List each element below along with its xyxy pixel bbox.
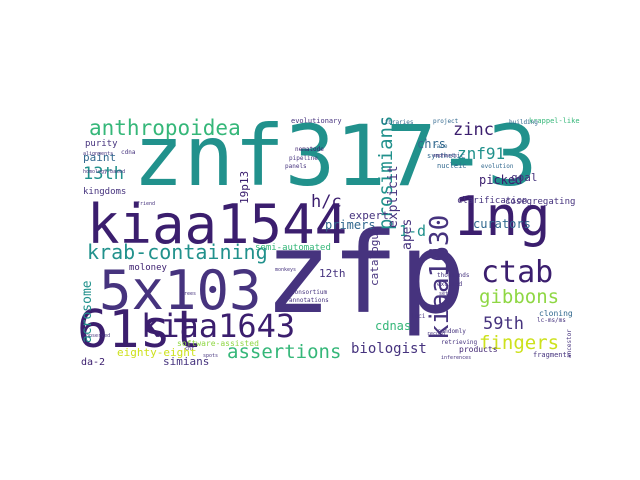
word: apes	[400, 218, 415, 250]
word: fragments	[533, 351, 571, 359]
word: moloney	[129, 263, 167, 273]
word: clarification	[457, 196, 528, 206]
word: evolutionary	[291, 117, 342, 125]
word: 1ng	[453, 185, 551, 248]
word: alignments	[83, 151, 114, 157]
word: chr	[185, 346, 195, 352]
word: excised	[437, 281, 463, 288]
word: emphasis	[433, 153, 458, 159]
word: expert	[349, 209, 389, 222]
word: spots	[203, 353, 219, 359]
word: biologist	[351, 341, 427, 357]
word: goal	[511, 171, 538, 184]
word: 12th	[319, 267, 346, 280]
word: record	[427, 331, 446, 337]
word: nucleic	[437, 162, 467, 170]
word: 13th	[83, 164, 124, 184]
word: znf91	[457, 144, 506, 163]
word: picked	[479, 173, 523, 187]
word: zinc	[453, 120, 494, 140]
word: purity	[85, 139, 118, 149]
word: chrs	[417, 137, 446, 151]
word: trees	[181, 291, 197, 297]
word: libraries	[381, 119, 414, 126]
word: evolution	[481, 163, 514, 170]
word: catalogue	[368, 226, 381, 286]
word: da-2	[81, 357, 106, 368]
word: software-assisted	[177, 339, 259, 348]
word: anthropoidea	[89, 116, 241, 140]
word: znf317-3	[133, 107, 538, 205]
word: paint	[83, 151, 117, 164]
word: products	[459, 345, 498, 354]
word: primers	[325, 218, 376, 232]
word: krab-containing	[87, 240, 268, 264]
word: building	[509, 119, 538, 126]
word: assertions	[227, 341, 342, 363]
word: race	[433, 143, 448, 150]
word: explicit	[386, 165, 401, 228]
word: gibbons	[479, 286, 560, 308]
word: ctab	[481, 255, 554, 290]
word: ancestor	[566, 329, 573, 358]
word: project	[433, 118, 459, 125]
word-cloud: zfp znf317-3 kiaa1544 1ng 5x103 61st kia…	[77, 114, 580, 368]
word: loci	[411, 313, 426, 320]
word: semi-automated	[255, 243, 331, 253]
word: consortium	[291, 289, 328, 296]
word: zfp	[264, 209, 467, 339]
word: panels	[285, 163, 307, 170]
word: cosegregating	[505, 197, 576, 207]
word: h/c	[311, 192, 342, 212]
word: 61st	[77, 300, 203, 360]
word: synthetic	[427, 152, 465, 160]
word: krappel-like	[529, 117, 580, 125]
word: lc-ms/ms	[537, 317, 566, 324]
word: 1-d	[399, 222, 427, 240]
word: 5x103	[99, 259, 262, 322]
word: 59th	[483, 314, 524, 334]
word: 19p13	[238, 170, 251, 204]
word: kiaa1643	[141, 307, 296, 345]
word: monkeys	[275, 267, 297, 273]
word: retrieving	[441, 339, 478, 346]
word: conserved	[83, 333, 111, 339]
word: cloning	[539, 309, 573, 318]
word: friend	[137, 201, 156, 207]
word: fingers	[479, 332, 560, 354]
word: kingdoms	[83, 187, 127, 197]
word: sets	[439, 291, 452, 297]
word: randomly	[437, 328, 466, 335]
word: inferences	[441, 355, 472, 361]
word: annotations	[289, 297, 329, 304]
word: simians	[163, 355, 210, 368]
word: thousands	[437, 272, 470, 279]
word: nematode	[295, 146, 324, 153]
word: pipeline	[289, 155, 318, 162]
word: cdna	[121, 149, 136, 156]
word: eighty-eight	[117, 346, 197, 359]
word: cdnas	[375, 319, 412, 333]
word: curators	[473, 217, 531, 231]
word: homology-based	[83, 169, 126, 175]
word: kiaa1544	[87, 193, 348, 256]
